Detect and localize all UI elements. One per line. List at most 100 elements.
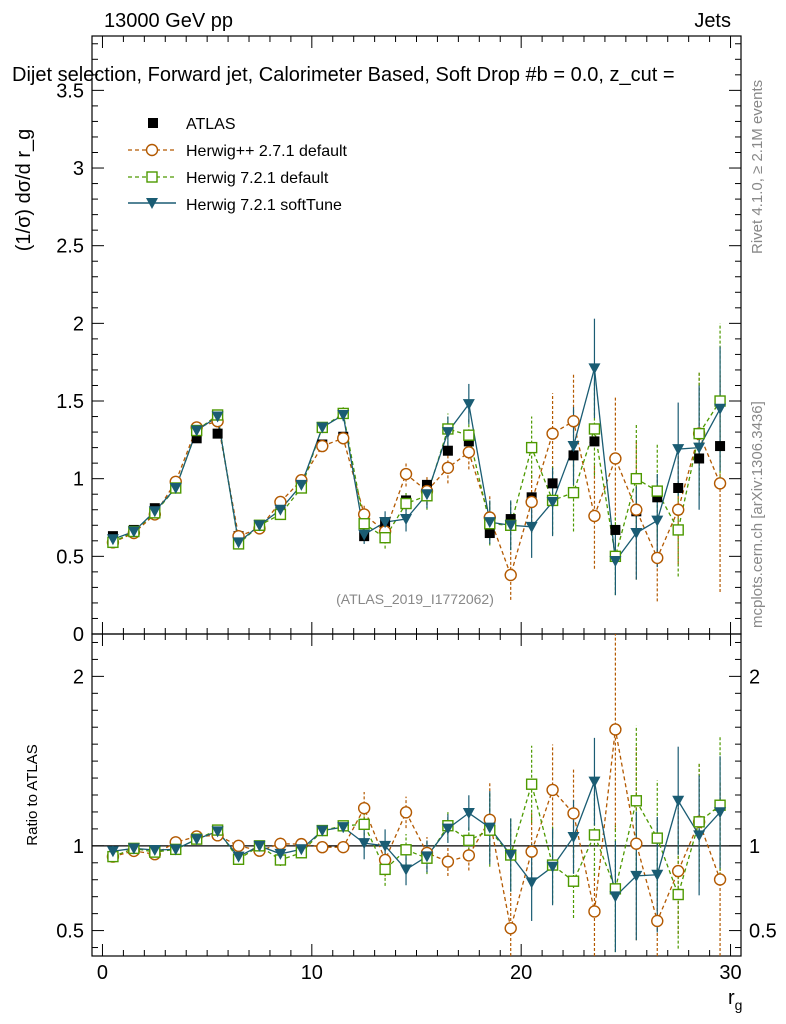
ratio-tick-label: 0.5 <box>56 921 84 943</box>
series-2-point <box>358 518 370 530</box>
series-2-point <box>567 486 580 499</box>
y-axis-label: (1/σ) dσ/d r_g <box>13 129 35 252</box>
series-1-point <box>525 495 538 509</box>
x-tick-label: 20 <box>510 962 532 984</box>
series-2-ratio-point <box>651 832 663 844</box>
y-tick-label: 0 <box>73 624 84 646</box>
series-3-point <box>462 399 475 411</box>
mcplots-label: mcplots.cern.ch [arXiv:1306.3436] <box>749 401 766 628</box>
series-1-point <box>651 551 664 565</box>
series-3-point <box>253 520 266 532</box>
legend-entry-herwig7-default: Herwig 7.2.1 default <box>128 170 329 187</box>
ratio-frame <box>91 633 742 957</box>
series-3-ratio-point <box>462 808 475 820</box>
series-1-point <box>567 415 580 428</box>
series-3-ratio-point <box>441 823 454 835</box>
series-1-ratio-point <box>567 807 580 820</box>
y-tick-label: 1 <box>73 469 84 491</box>
atlas-point <box>421 479 432 490</box>
series-3-point <box>483 517 496 529</box>
series-2-ratio-point <box>358 818 370 831</box>
series-3-ratio-point <box>714 807 727 819</box>
series-1-ratio-point <box>713 873 727 886</box>
legend-atlas-label: ATLAS <box>186 116 236 133</box>
series-3-point <box>127 526 140 538</box>
series-2-ratio-point <box>630 795 643 807</box>
series-3-ratio-point <box>609 891 622 903</box>
series-3-point <box>609 555 622 567</box>
legend-entry-herwig7-softtune: Herwig 7.2.1 softTune <box>128 197 342 214</box>
series-1-ratio-point <box>588 905 601 918</box>
y-tick-label: 3 <box>73 158 84 180</box>
series-3-ratio-point <box>483 822 496 834</box>
series-3-point <box>316 422 329 434</box>
series-3-point <box>504 520 517 532</box>
legend-atlas-marker <box>148 118 158 128</box>
series-3-ratio-line <box>112 779 721 898</box>
ratio-axis-label: Ratio to ATLAS <box>24 744 41 845</box>
series-2-line <box>112 400 721 557</box>
series-3-point <box>441 427 454 439</box>
series-3-point <box>106 534 119 546</box>
series-3-point <box>693 442 706 454</box>
series-3-ratio-point <box>232 851 245 863</box>
series-1-point <box>713 477 727 490</box>
series-3-ratio-point <box>337 822 350 834</box>
series-3-point <box>190 425 203 437</box>
series-2-ratio-point <box>693 816 705 828</box>
series-3-point <box>379 517 392 529</box>
series-1-ratio-point <box>357 801 371 815</box>
series-3-ratio-point <box>546 861 559 873</box>
series-2-ratio-point <box>672 888 684 901</box>
series-3-ratio-point <box>672 795 685 807</box>
series-3-point <box>567 441 580 453</box>
series-3-ratio-point <box>316 825 329 837</box>
series-3-ratio-point <box>420 851 433 863</box>
legend-entry-herwigpp: Herwig++ 2.7.1 default <box>128 143 348 160</box>
series-3-point <box>714 403 727 415</box>
series-3-point <box>358 529 371 541</box>
series-1-ratio-point <box>232 839 245 853</box>
legend-herwig7-default-marker <box>146 171 158 183</box>
legend-herwig7-default-label: Herwig 7.2.1 default <box>186 170 329 187</box>
atlas-point <box>652 492 663 503</box>
series-3-ratio-point <box>274 848 287 860</box>
series-2-ratio-point <box>588 829 601 841</box>
series-1-ratio-point <box>462 849 476 862</box>
ratio-tick-label: 2 <box>749 666 760 688</box>
y-tick-label: 2.5 <box>56 236 84 258</box>
x-axis-label: rg <box>728 987 742 1013</box>
series-1-line <box>112 420 721 578</box>
series-1-point <box>609 452 622 465</box>
series-3-ratio-point <box>295 844 308 856</box>
series-1-ratio-point <box>274 837 287 851</box>
series-3-ratio-point <box>693 830 706 842</box>
series-1-ratio-point <box>630 837 643 850</box>
series-3-ratio-point <box>106 846 119 858</box>
series-1-point <box>588 509 601 523</box>
series-1-point <box>671 503 685 516</box>
main-panel: 0 0.5 1 1.5 2 2.5 3 3.5 Dijet selection, Forwar… <box>12 35 742 646</box>
series-1-point <box>504 568 517 582</box>
series-3-ratio-point <box>525 877 538 889</box>
series-3-point <box>588 363 601 375</box>
ratio-panel: 0.5 0.5 1 1 2 2 Ratio to ATLAS <box>24 633 777 957</box>
rivet-label: Rivet 4.1.0, ≥ 2.1M events <box>749 80 766 254</box>
series-2-ratio-point <box>379 863 391 876</box>
series-3-point <box>337 409 350 421</box>
series-1-ratio-point <box>671 864 685 878</box>
series-3-point <box>651 515 664 527</box>
atlas-point <box>715 441 726 452</box>
series-3-point <box>211 411 224 423</box>
series-3-point <box>274 504 287 516</box>
series-2-point <box>379 531 391 544</box>
main-series <box>106 318 727 602</box>
series-3-point <box>232 537 245 549</box>
series-3-point <box>672 444 685 456</box>
series-1-ratio-point <box>316 841 329 854</box>
series-3-ratio-point <box>567 832 580 843</box>
series-3-ratio-point <box>190 834 203 846</box>
legend: ATLAS Herwig++ 2.7.1 default Herwig 7.2.… <box>128 116 348 214</box>
series-2-ratio-point <box>567 875 580 887</box>
